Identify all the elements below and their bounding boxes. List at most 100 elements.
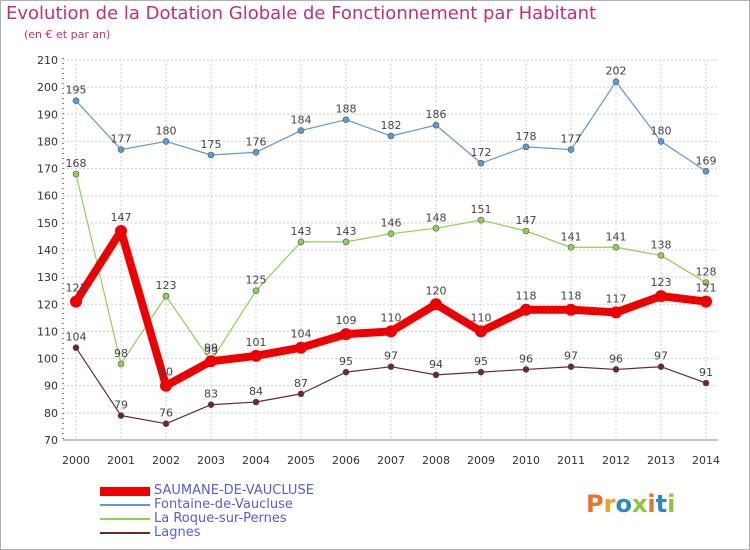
data-label: 120 [426,284,447,297]
series-3-point [477,368,485,376]
y-tick-label: 70 [44,434,58,447]
legend-label-lagnes: Lagnes [154,525,201,540]
series-1-point [207,151,215,159]
data-label: 180 [156,124,177,137]
y-tick-label: 210 [37,54,58,67]
series-3-point [342,368,350,376]
data-label: 175 [201,138,222,151]
series-3-point [162,420,170,428]
y-tick-label: 180 [37,135,58,148]
series-1-point [387,132,395,140]
data-label: 97 [654,350,668,363]
series-0-point [385,325,397,338]
logo-letter: i [667,490,676,518]
y-tick-label: 80 [44,407,58,420]
data-label: 117 [606,292,627,305]
data-label: 99 [204,341,218,354]
legend-swatch-fontaine [100,504,150,506]
data-label: 97 [564,350,578,363]
x-tick-label: 2002 [152,454,180,467]
x-tick-label: 2012 [602,454,630,467]
y-tick-label: 110 [37,325,58,338]
x-tick-label: 2008 [422,454,450,467]
y-tick-label: 130 [37,271,58,284]
data-label: 110 [471,311,492,324]
series-2-point [612,243,620,251]
series-1-point [702,167,710,175]
data-label: 177 [111,133,132,146]
series-0-point [565,303,577,316]
series-1-point [477,159,485,167]
x-tick-label: 2000 [62,454,90,467]
series-1-point [72,97,80,105]
series-2-point [432,224,440,232]
data-label: 104 [291,328,312,341]
series-0-point [70,295,82,308]
series-0-point [250,349,262,362]
series-3-point [252,398,260,406]
chart-title: Evolution de la Dotation Globale de Fonc… [6,3,597,24]
data-label: 182 [381,119,402,132]
data-label: 110 [381,311,402,324]
series-3-point [207,401,215,409]
series-2-point [657,252,665,259]
data-label: 87 [294,377,308,390]
x-tick-label: 2001 [107,454,135,467]
series-1-point [252,148,260,156]
x-tick-label: 2011 [557,454,585,467]
data-label: 101 [246,336,267,349]
series-0-point [610,306,622,319]
data-label: 172 [471,146,492,159]
data-label: 125 [246,274,267,287]
series-3-point [387,363,395,371]
data-label: 99 [204,344,218,357]
series-2-point [342,238,350,246]
series-1-point [567,146,575,153]
logo-letter: o [615,490,632,518]
series-3-point [567,363,575,371]
series-0-point [655,290,667,303]
series-3-point [612,366,620,373]
x-tick-label: 2013 [647,454,675,467]
series-0-point [295,341,307,354]
series-3-point [432,371,440,379]
y-tick-label: 170 [37,163,58,176]
series-1-point [612,78,620,86]
series-3-point [702,379,710,387]
data-label: 147 [516,214,537,227]
data-label: 184 [291,114,312,127]
series-2-point [477,216,485,224]
data-label: 180 [651,124,672,137]
series-0-point [430,298,442,311]
data-label: 148 [426,211,447,224]
logo-letter: i [647,490,656,518]
series-0-point [340,328,352,341]
series-2-point [522,227,530,235]
data-label: 121 [66,282,87,295]
x-tick-label: 2005 [287,454,315,467]
data-labels: 121 147 90 99 101 104 109 110 120 110 118 118 117 123… [66,65,717,420]
data-label: 138 [651,238,672,251]
data-label: 76 [159,407,173,420]
legend-swatch-roque [100,518,150,520]
data-label: 118 [561,290,582,303]
series-1-point [117,146,125,153]
data-label: 91 [699,366,713,379]
series-0-point [115,225,127,237]
y-tick-label: 190 [37,108,58,121]
series-3-point [117,412,125,419]
data-label: 94 [429,358,443,371]
x-tick-label: 2004 [242,454,270,467]
legend-label-roque: La Roque-sur-Pernes [154,511,287,526]
x-tick-label: 2010 [512,454,540,467]
y-tick-label: 140 [37,244,58,257]
series-2-point [72,170,80,178]
series-2-point [567,243,575,251]
data-label: 143 [336,225,357,238]
data-label: 202 [606,65,627,78]
data-label: 188 [336,103,357,116]
logo-letter: x [631,490,648,518]
data-label: 178 [516,130,537,143]
